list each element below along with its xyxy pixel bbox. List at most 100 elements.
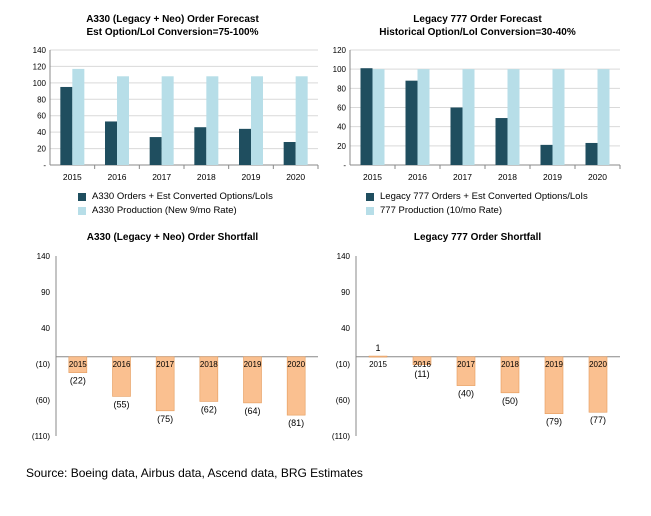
bar-production [462, 69, 475, 165]
y-tick-label: 120 [33, 62, 47, 71]
chart-title: Legacy 777 Order Forecast [413, 14, 542, 25]
y-tick-label: (10) [36, 360, 51, 369]
y-tick-label: 40 [41, 324, 50, 333]
y-tick-label: (10) [336, 360, 351, 369]
legend-item-production: 777 Production (10/mo Rate) [366, 204, 588, 218]
a330-shortfall-plot: 140 90 40 (10) (60) (110) 2015 (22) 2016 (55) 2017… [32, 252, 318, 441]
data-label: (11) [414, 369, 429, 379]
y-tick-label: 80 [337, 84, 346, 93]
a330-order-forecast-chart: A330 (Legacy + Neo) Order Forecast Est O… [20, 12, 325, 227]
legend-swatch-light [78, 207, 86, 215]
bar-production [295, 76, 308, 165]
legend-swatch-dark [366, 193, 374, 201]
bar-shortfall [286, 356, 306, 416]
bar-production [597, 69, 610, 165]
data-label: (75) [157, 414, 173, 424]
x-tick-label: 2015 [369, 360, 387, 369]
x-tick-label: 2017 [156, 360, 174, 369]
bar-orders [239, 128, 251, 165]
bar-shortfall [456, 356, 476, 386]
x-tick-label: 2015 [363, 172, 382, 182]
y-tick-label: (60) [36, 396, 51, 405]
y-tick-label: 100 [33, 79, 47, 88]
bar-orders [194, 127, 207, 165]
x-tick-label: 2016 [113, 360, 131, 369]
x-tick-label: 2019 [242, 172, 261, 182]
data-label: (62) [201, 404, 217, 414]
y-tick-label: 60 [337, 104, 346, 113]
x-tick-label: 2016 [413, 360, 431, 369]
bar-shortfall [243, 356, 262, 404]
bar-orders [495, 118, 508, 165]
data-label: (22) [70, 376, 86, 386]
x-tick-label: 2020 [588, 172, 607, 182]
chart-subtitle: Historical Option/LoI Conversion=30-40% [379, 27, 576, 38]
bar-orders [450, 107, 463, 165]
y-tick-label: - [43, 161, 46, 170]
x-tick-label: 2015 [63, 172, 82, 182]
y-tick-label: 140 [33, 46, 47, 55]
legacy-777-order-shortfall-chart: Legacy 777 Order Shortfall 140 90 40 (10) (6… [320, 228, 635, 450]
bar-production [161, 76, 174, 165]
bar-orders [60, 86, 73, 165]
y-tick-label: (110) [332, 432, 350, 441]
chart-legend: A330 Orders + Est Converted Options/LoIs… [78, 190, 273, 218]
legacy-777-order-forecast-chart: Legacy 777 Order Forecast Historical Opt… [320, 12, 635, 227]
legend-item-orders: A330 Orders + Est Converted Options/LoIs [78, 190, 273, 204]
y-tick-label: 60 [37, 112, 46, 121]
x-tick-label: 2016 [108, 172, 127, 182]
bar-production [72, 68, 85, 165]
a330-forecast-plot: 140 120 100 80 60 40 20 - 2015 2016 2017 2018 2019 20… [33, 46, 319, 182]
x-tick-label: 2017 [453, 172, 472, 182]
bar-production [372, 69, 385, 165]
bar-orders [283, 142, 296, 165]
y-tick-label: 90 [41, 288, 50, 297]
y-tick-label: 90 [341, 288, 350, 297]
y-tick-label: 20 [337, 142, 346, 151]
x-tick-label: 2019 [543, 172, 562, 182]
bar-orders [405, 80, 418, 165]
x-tick-label: 2020 [287, 360, 305, 369]
bar-production [206, 76, 219, 165]
data-label: 1 [375, 343, 380, 353]
y-tick-label: 40 [37, 128, 46, 137]
bar-shortfall [368, 355, 388, 358]
data-label: (79) [546, 417, 562, 427]
bar-production [417, 69, 430, 165]
chart-subtitle: Est Option/LoI Conversion=75-100% [86, 27, 259, 38]
bar-shortfall [544, 356, 564, 414]
x-tick-label: 2015 [69, 360, 87, 369]
bar-shortfall [68, 356, 88, 373]
x-tick-label: 2017 [152, 172, 171, 182]
y-tick-label: 20 [37, 145, 46, 154]
x-tick-label: 2018 [197, 172, 216, 182]
legacy-777-forecast-plot: 120 100 80 60 40 20 - 2015 2016 2017 2018 2019 2020 [333, 46, 621, 182]
y-tick-label: 120 [333, 46, 347, 55]
y-tick-label: 40 [337, 123, 346, 132]
bar-shortfall [412, 356, 432, 366]
legend-label: A330 Orders + Est Converted Options/LoIs [92, 191, 273, 202]
data-label: (77) [590, 415, 606, 425]
bar-shortfall [500, 356, 520, 394]
y-tick-label: 100 [333, 65, 347, 74]
legend-item-orders: Legacy 777 Orders + Est Converted Option… [366, 190, 588, 204]
legend-label: Legacy 777 Orders + Est Converted Option… [380, 191, 588, 202]
chart-title: Legacy 777 Order Shortfall [413, 232, 542, 243]
legend-label: A330 Production (New 9/mo Rate) [92, 205, 237, 216]
data-label: (55) [113, 399, 129, 409]
data-label: (64) [244, 406, 260, 416]
bar-orders [149, 137, 162, 165]
data-label: (40) [458, 389, 474, 399]
data-label: (81) [288, 418, 304, 428]
y-tick-label: - [343, 161, 346, 170]
y-tick-label: (60) [336, 396, 351, 405]
bar-orders [585, 142, 598, 165]
legend-label: 777 Production (10/mo Rate) [380, 205, 502, 216]
data-label: (50) [502, 396, 518, 406]
y-tick-label: 140 [37, 252, 51, 261]
y-tick-label: 80 [37, 95, 46, 104]
chart-title: A330 (Legacy + Neo) Order Forecast [86, 14, 259, 25]
chart-legend: Legacy 777 Orders + Est Converted Option… [366, 190, 588, 218]
x-tick-label: 2018 [501, 360, 519, 369]
x-tick-label: 2016 [408, 172, 427, 182]
